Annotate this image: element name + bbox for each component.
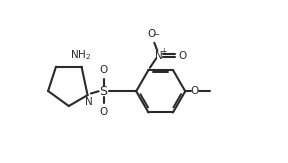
Text: N: N bbox=[85, 97, 92, 107]
Text: O: O bbox=[147, 29, 156, 38]
Text: −: − bbox=[152, 30, 160, 39]
Text: O: O bbox=[99, 107, 108, 117]
Text: S: S bbox=[100, 85, 108, 98]
Text: O: O bbox=[179, 51, 187, 60]
Text: N: N bbox=[155, 51, 163, 60]
Text: O: O bbox=[99, 65, 108, 75]
Text: +: + bbox=[160, 47, 166, 56]
Text: NH$_2$: NH$_2$ bbox=[70, 48, 91, 62]
Text: O: O bbox=[191, 86, 199, 96]
